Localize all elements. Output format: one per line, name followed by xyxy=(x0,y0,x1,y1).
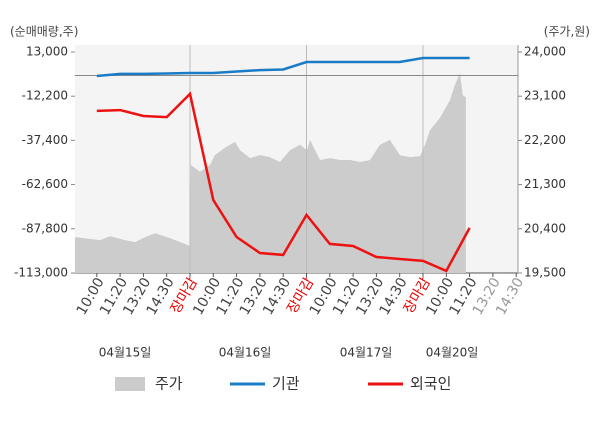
legend-label: 주가 xyxy=(155,375,183,393)
y-tick-label: -113,000 xyxy=(14,266,68,280)
legend-label: 외국인 xyxy=(410,375,451,393)
date-label: 04월20일 xyxy=(426,346,479,360)
y-tick-label: 13,000 xyxy=(26,45,68,59)
y2-tick-label: 23,100 xyxy=(524,89,566,103)
y-tick-label: -62,600 xyxy=(22,177,68,191)
legend-label: 기관 xyxy=(272,375,300,393)
y-tick-label: -12,200 xyxy=(22,89,68,103)
y2-tick-label: 24,000 xyxy=(524,45,566,59)
y-tick-label: -37,400 xyxy=(22,133,68,147)
price-area xyxy=(74,73,466,273)
y2-tick-label: 22,200 xyxy=(524,133,566,147)
date-label: 04월17일 xyxy=(340,346,393,360)
legend-swatch xyxy=(115,377,145,391)
y-axis-label: (순매매량,주) xyxy=(10,25,78,39)
series-line xyxy=(96,56,470,78)
y2-tick-label: 19,500 xyxy=(524,266,566,280)
y2-axis-label: (주가,원) xyxy=(544,25,590,39)
series-line xyxy=(96,91,471,273)
date-label: 04월16일 xyxy=(219,346,272,360)
y2-tick-label: 21,300 xyxy=(524,177,566,191)
date-label: 04월15일 xyxy=(99,346,152,360)
y2-tick-label: 20,400 xyxy=(524,221,566,235)
y-tick-label: -87,800 xyxy=(22,221,68,235)
